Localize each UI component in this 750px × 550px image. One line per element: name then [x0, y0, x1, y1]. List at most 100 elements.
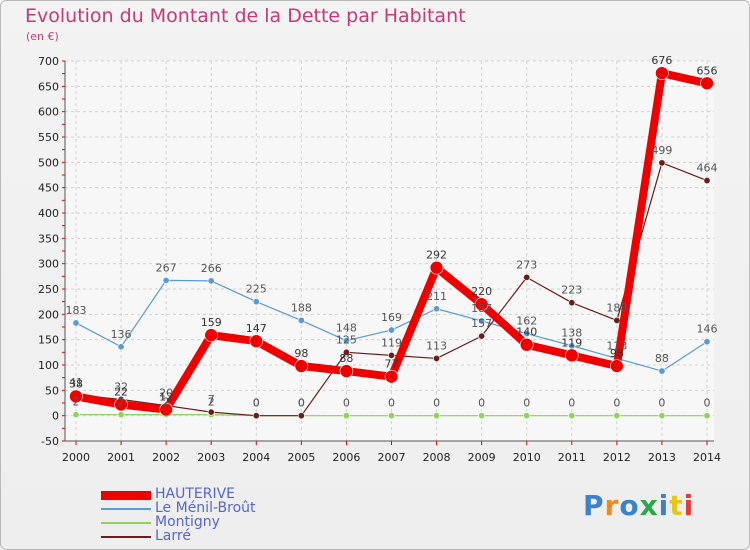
data-label: 41 [69, 376, 83, 389]
x-tick-label: 2013 [648, 451, 676, 464]
data-label: 656 [697, 64, 718, 77]
data-label: 7 [208, 393, 215, 406]
data-point [162, 276, 170, 284]
x-tick-label: 2002 [152, 451, 180, 464]
data-point [69, 389, 83, 404]
data-point [342, 337, 350, 345]
data-point [297, 316, 305, 324]
data-label: 225 [246, 283, 267, 296]
y-tick-label: 650 [38, 80, 59, 93]
x-tick-label: 2014 [693, 451, 721, 464]
data-point [568, 412, 576, 420]
x-tick-label: 2001 [107, 451, 135, 464]
data-label: 0 [523, 397, 530, 410]
data-label: 188 [606, 301, 627, 314]
data-label: 38 [69, 377, 83, 390]
data-point [564, 348, 579, 363]
logo-letter: i [658, 489, 670, 522]
data-label: 187 [471, 302, 492, 315]
data-point [613, 316, 621, 324]
data-point [658, 159, 666, 167]
x-tick-label: 2000 [62, 451, 90, 464]
legend-swatch [101, 536, 151, 538]
data-label: 98 [610, 347, 624, 360]
data-point [387, 351, 395, 359]
data-point [159, 402, 173, 417]
data-point [478, 332, 486, 340]
data-label: 183 [66, 304, 87, 317]
data-label: 2 [73, 396, 80, 409]
data-label: 32 [114, 380, 128, 393]
data-point [655, 66, 669, 80]
data-point [204, 328, 219, 342]
data-label: 0 [478, 397, 485, 410]
data-label: 113 [426, 339, 447, 352]
data-label: 20 [159, 387, 173, 400]
proxiti-logo: Proxiti [583, 489, 694, 522]
y-tick-label: -50 [41, 435, 59, 448]
data-label: 88 [655, 352, 669, 365]
data-label: 98 [294, 347, 308, 360]
data-point [523, 273, 531, 281]
y-tick-label: 350 [38, 232, 59, 245]
data-label: 157 [471, 317, 492, 330]
legend-label: HAUTERIVE [155, 486, 236, 502]
data-point [252, 298, 260, 306]
legend-swatch [101, 490, 151, 500]
data-point [519, 337, 534, 352]
x-tick-label: 2012 [603, 451, 631, 464]
data-label: 12 [159, 391, 173, 404]
data-point [523, 412, 531, 420]
data-label: 0 [704, 397, 711, 410]
data-label: 146 [697, 323, 718, 336]
data-label: 0 [298, 397, 305, 410]
x-tick-label: 2009 [468, 451, 496, 464]
y-tick-label: 500 [38, 156, 59, 169]
data-label: 0 [298, 397, 305, 410]
data-label: 211 [426, 290, 447, 303]
y-tick-label: 700 [38, 55, 59, 68]
data-point [297, 412, 305, 420]
data-label: 0 [253, 397, 260, 410]
legend-label: Le Ménil-Broût [155, 500, 256, 516]
data-point [703, 412, 711, 420]
data-label: 88 [339, 352, 353, 365]
data-label: 0 [433, 397, 440, 410]
data-label: 0 [253, 397, 260, 410]
data-point [433, 354, 441, 362]
data-label: 676 [651, 54, 672, 67]
data-label: 2 [118, 396, 125, 409]
x-tick-label: 2005 [287, 451, 315, 464]
logo-letter: x [639, 489, 659, 522]
data-point [207, 408, 215, 416]
x-tick-label: 2008 [423, 451, 451, 464]
data-label: 2 [208, 396, 215, 409]
data-point [433, 412, 441, 420]
chart-title: Evolution du Montant de la Dette par Hab… [25, 5, 466, 27]
logo-letter: t [669, 489, 684, 522]
x-tick-label: 2006 [332, 451, 360, 464]
data-label: 140 [516, 326, 537, 339]
data-label: 499 [651, 144, 672, 157]
data-point [339, 364, 354, 378]
data-label: 0 [658, 397, 665, 410]
data-label: 113 [606, 339, 627, 352]
data-point [342, 348, 350, 356]
data-label: 136 [111, 328, 132, 341]
data-point [72, 319, 80, 327]
y-tick-label: 0 [52, 410, 59, 423]
legend-label: Montigny [155, 514, 220, 530]
y-tick-label: 100 [38, 359, 59, 372]
data-label: 138 [561, 327, 582, 340]
x-tick-label: 2003 [197, 451, 225, 464]
data-point [387, 326, 395, 334]
data-point [568, 299, 576, 307]
data-point [249, 334, 264, 348]
x-tick-label: 2010 [513, 451, 541, 464]
data-label: 2 [163, 396, 170, 409]
data-point [658, 412, 666, 420]
data-point [703, 338, 711, 346]
data-label: 22 [114, 386, 128, 399]
y-tick-label: 250 [38, 283, 59, 296]
data-label: 169 [381, 311, 402, 324]
